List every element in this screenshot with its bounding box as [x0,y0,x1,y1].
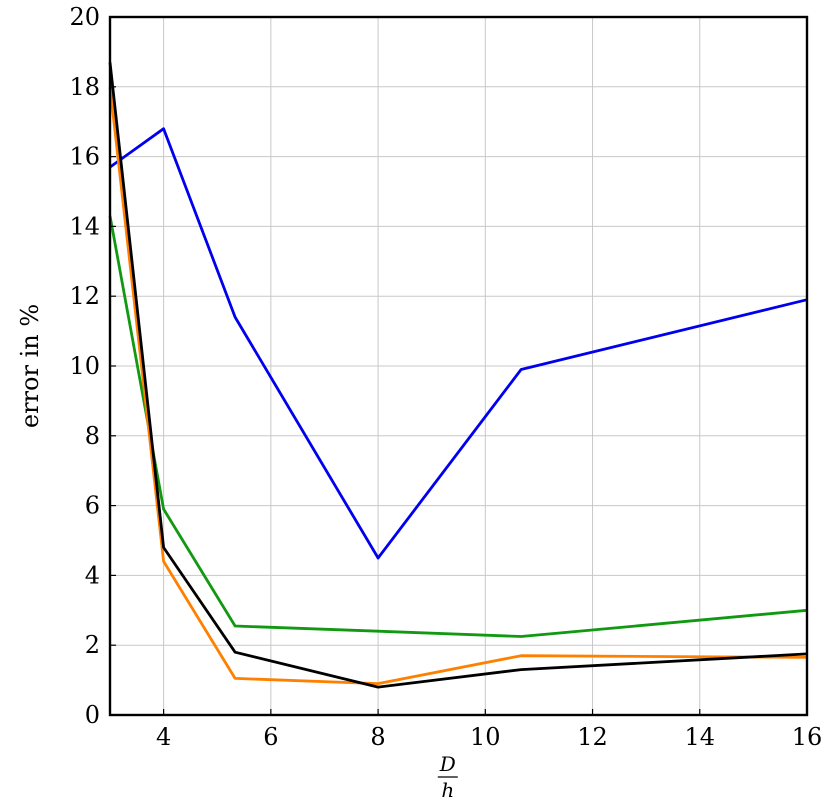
x-tick-label: 8 [370,723,385,751]
grid [110,16,808,716]
y-tick-label: 0 [85,701,100,729]
x-axis-label-denominator: h [441,778,454,802]
x-tick-label: 12 [577,723,608,751]
series-lines [108,62,808,689]
x-tick-label: 10 [470,723,501,751]
series-line-3 [108,86,808,685]
y-tick-label: 8 [85,422,100,450]
y-tick-label: 10 [69,352,100,380]
y-tick-label: 14 [69,212,100,240]
x-tick-label: 6 [263,723,278,751]
y-axis-label: error in % [16,304,44,428]
y-tick-label: 18 [69,73,100,101]
y-tick-label: 4 [85,561,100,589]
y-tick-label: 12 [69,282,100,310]
x-axis-ticks: 4 6 8 10 12 14 16 [156,709,822,751]
x-axis-label-numerator: D [439,752,456,776]
series-line-1 [109,127,808,560]
y-tick-label: 16 [69,143,100,171]
x-tick-label: 16 [792,723,823,751]
y-tick-label: 6 [85,492,100,520]
series-line-2 [108,215,808,638]
x-tick-label: 14 [684,723,715,751]
y-tick-label: 20 [69,3,100,31]
y-tick-label: 2 [85,631,100,659]
x-axis-label: D h [437,752,458,802]
series-line-4 [108,62,808,689]
x-tick-label: 4 [156,723,171,751]
y-axis-ticks: 0 2 4 6 8 10 12 14 16 18 20 [69,3,116,729]
